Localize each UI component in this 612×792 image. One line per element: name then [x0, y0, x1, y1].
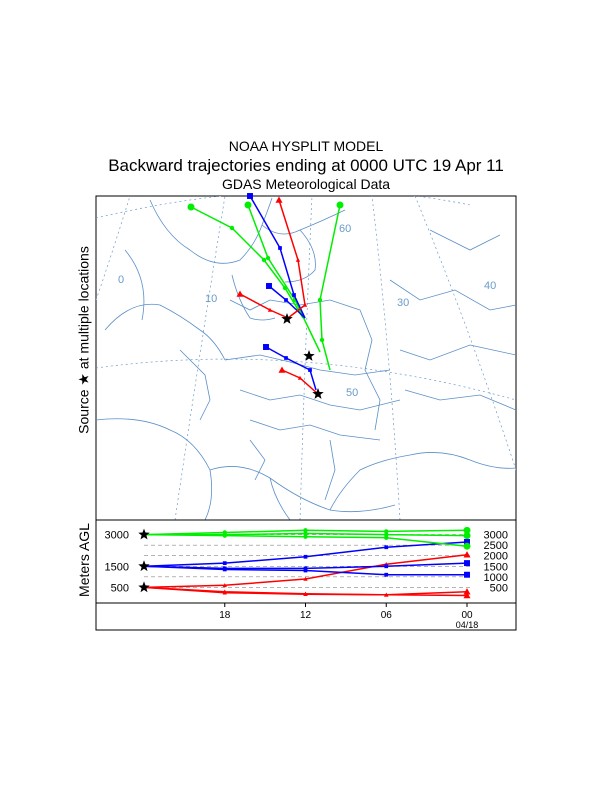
height-series-marker	[303, 568, 308, 573]
height-series-marker	[303, 576, 308, 581]
map-trajectory-marker	[278, 246, 282, 250]
height-series-marker	[384, 592, 389, 597]
map-frame	[95, 195, 517, 521]
height-series-marker	[303, 554, 308, 559]
height-series-marker	[222, 532, 227, 537]
height-series-marker	[222, 583, 227, 588]
height-right-label: 500	[490, 582, 508, 594]
height-series-marker	[463, 588, 471, 595]
map-trajectory-marker	[247, 193, 253, 199]
longitude-label: 30	[397, 297, 409, 309]
height-series-marker	[384, 535, 389, 540]
map-trajectory-marker	[187, 203, 195, 211]
time-tick-label: 18	[219, 610, 231, 621]
map-trajectory-marker	[284, 356, 288, 360]
source-star-marker	[281, 313, 293, 324]
height-series-marker	[384, 564, 389, 569]
longitude-labels: 0 10 30 40 50 60	[118, 223, 496, 399]
map-trajectory-line	[278, 199, 306, 319]
height-series-marker	[384, 529, 389, 534]
height-series-marker	[464, 560, 470, 567]
map-trajectory-marker	[265, 255, 271, 261]
map-trajectory-marker	[297, 375, 303, 380]
height-series-marker	[222, 590, 227, 595]
latitude-label: 60	[339, 223, 351, 235]
map-trajectory-marker	[261, 257, 267, 263]
map-trajectory-line	[247, 204, 321, 353]
map-trajectory-marker	[308, 368, 312, 372]
height-left-label: 3000	[105, 530, 129, 542]
map-trajectory-marker	[317, 297, 323, 303]
height-series-marker	[303, 528, 308, 533]
longitude-label: 10	[205, 293, 217, 305]
map-trajectory-marker	[319, 337, 325, 343]
height-right-label: 1000	[484, 572, 508, 584]
height-right-label: 2500	[484, 540, 508, 552]
height-series-marker	[463, 551, 471, 558]
height-series-marker	[463, 532, 471, 540]
map-trajectory-marker	[229, 225, 235, 231]
map-trajectory-marker	[275, 196, 283, 203]
graticule	[96, 196, 516, 520]
map-trajectory-marker	[236, 290, 244, 297]
data-source-title: GDAS Meteorological Data	[221, 176, 391, 192]
longitude-label: 40	[484, 280, 496, 292]
height-series-marker	[303, 591, 308, 596]
height-series-marker	[303, 534, 308, 539]
map-trajectory-line	[319, 204, 341, 371]
height-series-marker	[463, 591, 471, 599]
height-series-marker	[384, 545, 389, 550]
map-trajectory-marker	[266, 283, 272, 289]
date-label: 04/18	[456, 620, 479, 630]
model-title: NOAA HYSPLIT MODEL	[228, 138, 384, 154]
source-star-marker	[138, 560, 150, 572]
map-trajectory-marker	[302, 302, 308, 307]
coastlines	[96, 197, 516, 520]
map-panel: 0 10 30 40 50 60	[95, 193, 517, 521]
chart-title: Backward trajectories ending at 0000 UTC…	[108, 156, 504, 175]
height-series	[138, 526, 471, 599]
height-left-label: 1500	[105, 561, 129, 573]
height-right-label: 3000	[484, 530, 508, 542]
height-right-label: 1500	[484, 561, 508, 573]
time-tick-label: 00	[461, 610, 473, 621]
time-tick-label: 06	[381, 610, 393, 621]
map-trajectory-marker	[263, 344, 269, 350]
map-trajectory-marker	[244, 201, 252, 209]
height-series-marker	[222, 567, 227, 572]
height-left-label: 500	[111, 582, 129, 594]
longitude-label: 0	[118, 274, 124, 286]
height-series-marker	[463, 542, 471, 550]
map-trajectory-line	[249, 195, 306, 319]
height-series-marker	[303, 531, 308, 536]
map-trajectory-marker	[278, 366, 286, 373]
source-star-marker	[312, 388, 324, 399]
height-series-marker	[303, 566, 308, 571]
latitude-label: 50	[346, 387, 358, 399]
map-trajectory-line	[265, 346, 317, 391]
map-content	[96, 196, 516, 520]
height-series-marker	[384, 572, 389, 577]
time-tick-label: 12	[300, 610, 312, 621]
height-right-label: 2000	[484, 551, 508, 563]
height-series-marker	[222, 561, 227, 565]
height-series-marker	[463, 526, 471, 534]
map-trajectory-marker	[267, 307, 273, 312]
height-series-marker	[464, 571, 470, 578]
height-series-marker	[384, 532, 389, 537]
source-star-marker	[138, 528, 150, 540]
map-trajectory-marker	[336, 201, 344, 209]
source-star-marker	[303, 350, 315, 361]
map-trajectory-marker	[284, 298, 288, 302]
map-trajectory-marker	[295, 257, 301, 262]
height-series-marker	[464, 538, 470, 545]
map-trajectory-marker	[292, 293, 296, 297]
source-star-marker	[138, 581, 150, 593]
map-trajectories	[187, 193, 344, 399]
